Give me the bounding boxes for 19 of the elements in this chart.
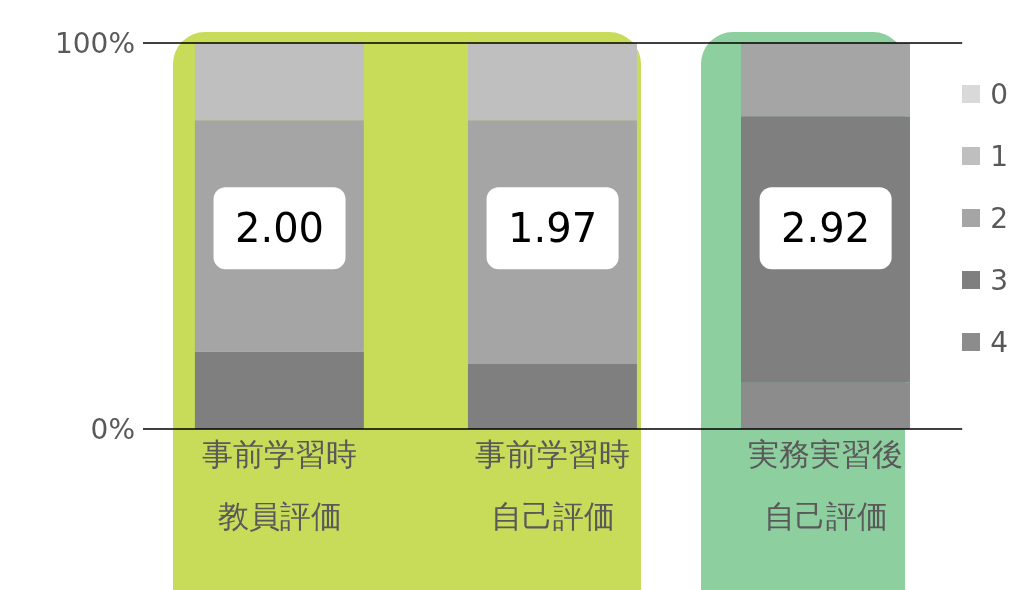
y-tick-label: 100%	[54, 26, 135, 60]
bar	[194, 43, 364, 121]
annotation: 1.97	[508, 205, 598, 252]
legend-label: 1	[990, 139, 1008, 173]
x-tick-label: 事前学習時教員評価	[202, 436, 358, 534]
bar	[741, 382, 910, 429]
annotation: 2.92	[781, 205, 871, 252]
legend-label: 4	[990, 325, 1008, 359]
bar	[467, 43, 637, 121]
legend-label: 3	[990, 263, 1008, 297]
legend-label: 2	[990, 201, 1008, 235]
y-tick-label: 0%	[90, 412, 135, 446]
bar	[467, 363, 637, 429]
annotation: 2.00	[235, 205, 325, 252]
bar	[194, 351, 364, 429]
bar	[741, 43, 910, 117]
legend-label: 0	[990, 77, 1008, 111]
x-tick-label: 事前学習時自己評価	[475, 436, 631, 534]
x-tick-label: 実務実習後自己評価	[748, 436, 904, 534]
